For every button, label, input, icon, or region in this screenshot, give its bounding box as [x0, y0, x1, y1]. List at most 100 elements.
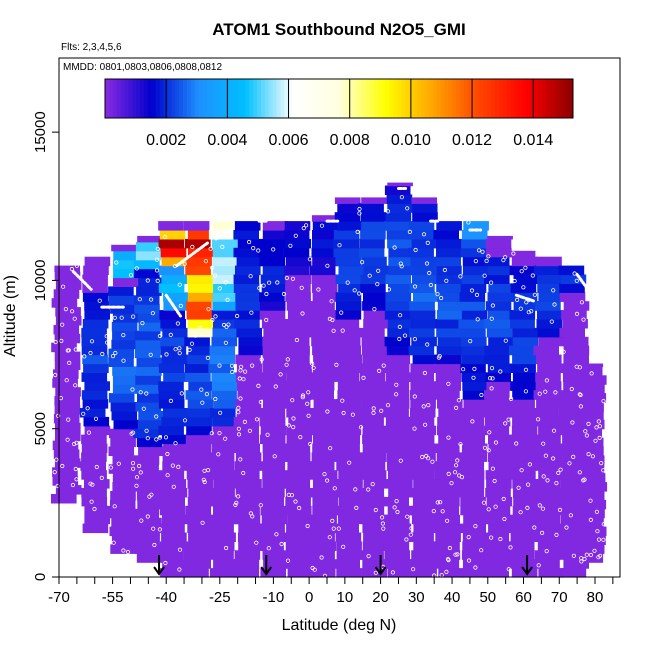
observation-point [273, 384, 278, 389]
heatmap-cell [387, 182, 413, 187]
observation-point [251, 246, 256, 251]
heatmap-cell [533, 265, 560, 276]
heatmap-cell [235, 372, 262, 382]
colorbar-swatch [264, 79, 270, 118]
heatmap-cell [309, 550, 335, 560]
colorbar-swatch [257, 79, 262, 118]
observation-point [173, 441, 178, 446]
heatmap-cell [362, 390, 388, 400]
heatmap-cell [284, 221, 311, 231]
observation-point [472, 366, 477, 371]
observation-point [506, 567, 511, 572]
colorbar-swatch [436, 79, 441, 118]
heatmap-cell [236, 408, 263, 418]
heatmap-cell [233, 425, 259, 436]
observation-point [453, 405, 459, 410]
heatmap-cell [284, 265, 310, 276]
observation-point [405, 514, 410, 519]
heatmap-cell [538, 292, 564, 302]
heatmap-cell [335, 301, 362, 311]
heatmap-cell [560, 399, 587, 409]
heatmap-cell [186, 274, 213, 284]
observation-point [233, 502, 238, 508]
heatmap-cell [309, 532, 335, 542]
observation-point [238, 368, 243, 373]
colorbar-swatch [128, 79, 133, 118]
observation-point [484, 258, 489, 263]
colorbar-swatch [428, 79, 433, 118]
heatmap-cell [511, 256, 538, 267]
observation-point [66, 417, 71, 422]
observation-point [138, 470, 143, 475]
flight-arrow-head [260, 566, 273, 576]
heatmap-cell [187, 399, 214, 409]
heatmap-cell [188, 381, 214, 391]
heatmap-cell [211, 310, 238, 320]
heatmap-cell [111, 339, 137, 350]
colorbar-swatch [276, 79, 281, 118]
heatmap-cell [483, 256, 510, 267]
heatmap-cell [55, 307, 81, 317]
heatmap-cell [486, 541, 513, 551]
colorbar-swatch [420, 79, 426, 118]
observation-point [447, 545, 452, 551]
heatmap-cell [336, 399, 362, 409]
observation-point [54, 457, 59, 462]
heatmap-cell [461, 345, 488, 356]
observation-point [593, 438, 598, 443]
colorbar-swatch [467, 79, 472, 118]
heatmap-cell [158, 221, 184, 231]
heatmap-cell [311, 523, 338, 534]
heatmap-cell [360, 230, 386, 240]
heatmap-cell [186, 461, 212, 471]
colorbar-swatch [405, 79, 410, 118]
heatmap-cell [359, 327, 385, 338]
observation-point [425, 456, 431, 461]
observation-point [259, 357, 264, 362]
heatmap-cell [537, 274, 563, 284]
heatmap-cell [562, 336, 589, 347]
heatmap-cell [312, 310, 338, 320]
colorbar-swatch [502, 79, 508, 118]
observation-point [129, 431, 134, 436]
observation-point [486, 448, 491, 453]
heatmap-cell [312, 443, 338, 453]
heatmap-cell [209, 354, 235, 365]
heatmap-cell [559, 292, 586, 302]
colorbar-swatch [140, 79, 145, 118]
observation-point [551, 288, 556, 293]
heatmap-cell [338, 283, 364, 293]
x-tick-label: 20 [372, 589, 389, 606]
heatmap-cell [210, 408, 236, 418]
heatmap-cell [111, 517, 137, 528]
heatmap-cell [308, 390, 334, 400]
colorbar-swatch [155, 79, 160, 118]
observation-point [479, 548, 484, 553]
observation-point [424, 261, 430, 266]
observation-point [584, 552, 589, 557]
observation-point [543, 389, 548, 394]
heatmap-cell [362, 425, 389, 436]
heatmap-cell [437, 336, 464, 347]
observation-point [571, 553, 577, 558]
heatmap-cell [510, 283, 537, 293]
observation-point [121, 332, 126, 338]
x-tick-label: 10 [337, 589, 354, 606]
heatmap-cell [262, 336, 288, 347]
heatmap-cell [579, 473, 606, 483]
observation-point [213, 273, 218, 278]
colorbar-swatch [280, 79, 285, 118]
heatmap-cell [81, 452, 107, 462]
colorbar-swatch [483, 79, 488, 118]
observation-point [152, 542, 157, 548]
heatmap-cell [385, 416, 412, 427]
heatmap-cell [561, 496, 588, 507]
observation-point [586, 451, 591, 457]
observation-point [480, 249, 485, 254]
heatmap-cell [54, 405, 81, 415]
heatmap-cell [337, 390, 363, 400]
heatmap-cell [109, 428, 135, 439]
heatmap-cell [212, 416, 238, 427]
colorbar-swatch [463, 79, 469, 118]
heatmap-cell [385, 559, 412, 569]
